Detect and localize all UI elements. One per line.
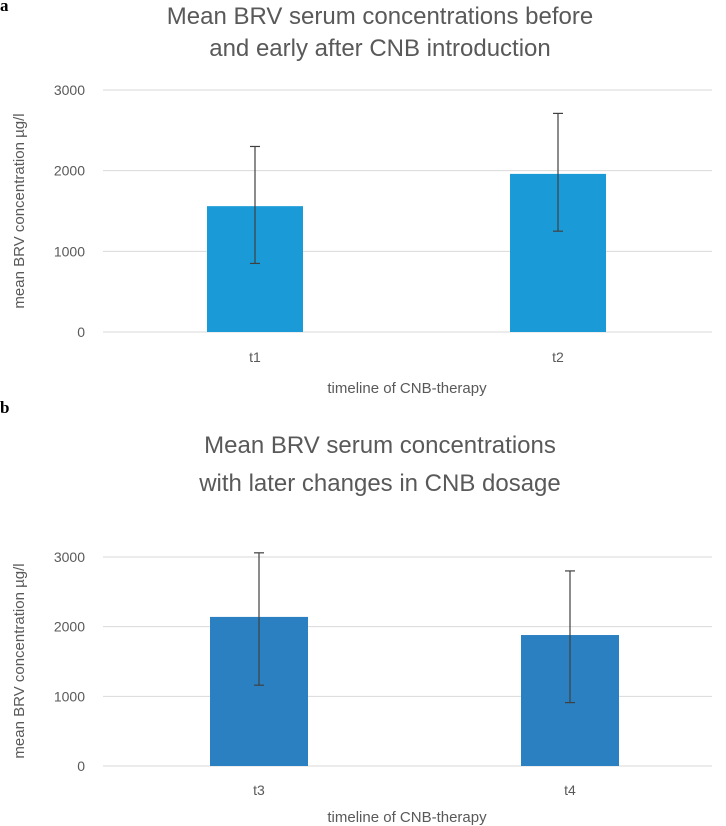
- panel-label-a: a: [0, 0, 9, 15]
- chart-a-title-line-1: Mean BRV serum concentrations before: [167, 3, 593, 30]
- chart-a-ytick-label-3000: 3000: [54, 82, 85, 98]
- chart-a-xtick-label-t1: t1: [249, 349, 261, 365]
- chart-b-ylabel: mean BRV concentration µg/l: [11, 563, 28, 758]
- chart-b-ytick-label-0: 0: [77, 758, 85, 774]
- chart-a-ytick-label-1000: 1000: [54, 243, 85, 259]
- chart-a-ytick-label-2000: 2000: [54, 163, 85, 179]
- chart-b-ytick-label-3000: 3000: [54, 549, 85, 565]
- chart-a-xlabel: timeline of CNB-therapy: [327, 380, 487, 397]
- chart-a-title-line-2: and early after CNB introduction: [209, 35, 551, 62]
- chart-a-ytick-label-0: 0: [77, 324, 85, 340]
- chart-b-xtick-label-t3: t3: [253, 782, 265, 798]
- chart-a: Mean BRV serum concentrations before and …: [11, 3, 712, 397]
- chart-b-xlabel: timeline of CNB-therapy: [327, 809, 487, 826]
- chart-a-xtick-label-t2: t2: [552, 349, 564, 365]
- panel-label-b: b: [0, 398, 10, 417]
- chart-b-title-line-2: with later changes in CNB dosage: [198, 470, 561, 497]
- chart-b-title-line-1: Mean BRV serum concentrations: [204, 432, 556, 459]
- chart-b-ytick-label-1000: 1000: [54, 688, 85, 704]
- chart-b-xtick-label-t4: t4: [564, 782, 576, 798]
- chart-a-ylabel: mean BRV concentration µg/l: [11, 113, 28, 308]
- chart-b-ytick-label-2000: 2000: [54, 619, 85, 635]
